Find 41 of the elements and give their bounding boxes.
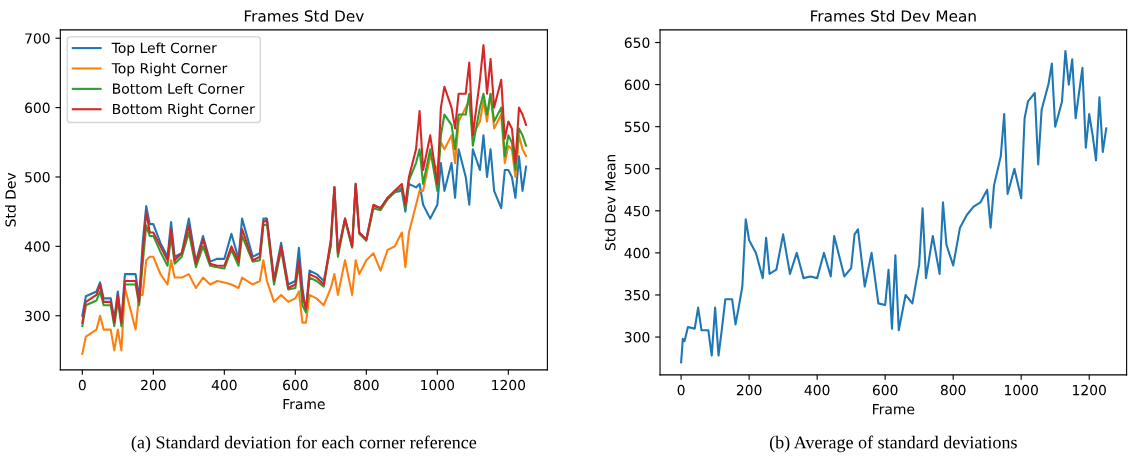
y-tick-label: 450 <box>624 205 650 217</box>
x-tick-label: 1200 <box>1073 384 1106 396</box>
y-tick-label: 300 <box>25 310 50 322</box>
line-series <box>81 44 528 324</box>
x-tick-label: 0 <box>677 384 685 396</box>
x-tick-label: 600 <box>872 384 898 396</box>
y-axis-title: Std Dev <box>5 172 16 227</box>
x-axis-title: Frame <box>873 404 915 415</box>
x-tick-label: 0 <box>78 379 86 391</box>
y-tick-label: 650 <box>624 37 650 48</box>
x-tick-label: 400 <box>804 384 830 396</box>
text: (b) Average of standard deviations <box>769 435 1017 453</box>
line-series <box>680 49 1108 364</box>
text: (a) Standard deviation for each corner reference <box>131 435 477 453</box>
x-axis-title: Frame <box>283 398 325 410</box>
y-tick-label: 300 <box>624 332 650 343</box>
x-tick-label: 200 <box>141 379 166 391</box>
y-tick-label: 500 <box>25 171 50 183</box>
x-tick-label: 1200 <box>492 379 526 391</box>
y-tick-label: 600 <box>25 102 50 114</box>
chart-title: Frames Std Dev Mean <box>811 9 976 22</box>
y-tick-label: 550 <box>624 121 650 133</box>
y-tick-label: 400 <box>24 241 50 252</box>
y-tick-label: 500 <box>624 163 650 175</box>
x-tick-label: 800 <box>940 384 966 396</box>
y-tick-label: 700 <box>25 33 50 44</box>
legend-label: Bottom Right Corner <box>113 103 255 117</box>
x-tick-label: 1000 <box>421 379 455 391</box>
x-tick-label: 600 <box>283 379 308 391</box>
legend-label: Bottom Left Corner <box>113 83 245 94</box>
x-tick-label: 200 <box>736 384 762 396</box>
legend-label: Top Right Corner <box>111 62 228 77</box>
y-tick-label: 600 <box>624 79 650 91</box>
y-axis-title: Std Dev Mean <box>604 154 616 251</box>
x-tick-label: 800 <box>354 379 379 391</box>
chart-title: Frames Std Dev <box>244 9 364 22</box>
x-tick-label: 400 <box>211 379 237 391</box>
x-tick-label: 1000 <box>1005 384 1038 396</box>
y-tick-label: 350 <box>624 289 650 301</box>
legend-label: Top Left Corner <box>111 42 217 56</box>
y-tick-label: 400 <box>624 247 650 259</box>
